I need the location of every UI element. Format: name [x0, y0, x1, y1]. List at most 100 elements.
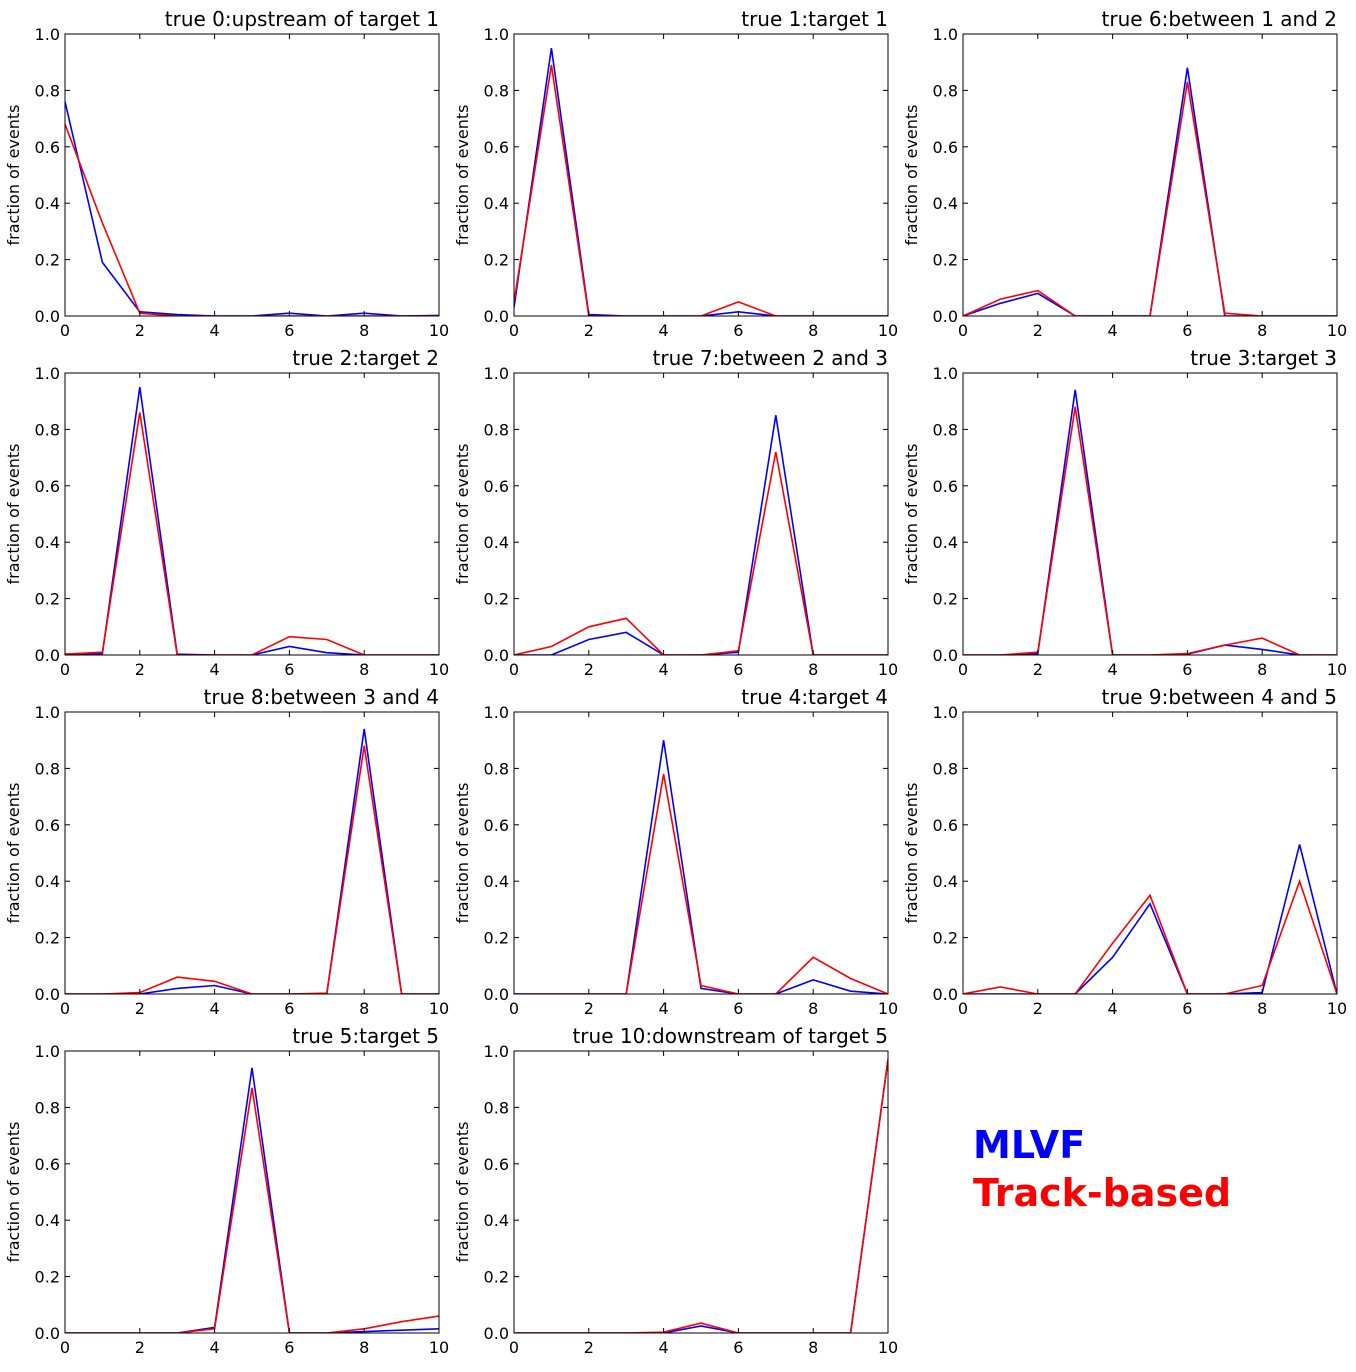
series-line-blue: [65, 101, 439, 316]
series-line-blue: [963, 67, 1337, 316]
subplot-6: 0 2 4 6 8 10 0.0 0.2 0.4 0.6 0.8 1.0 true 8:between …: [4, 685, 449, 1018]
y-tick-label: 0.6: [484, 816, 509, 835]
y-axis-label: fraction of events: [4, 105, 23, 246]
y-tick-label: 1.0: [484, 25, 509, 44]
y-axis-label: fraction of events: [4, 444, 23, 585]
y-tick-label: 0.8: [484, 1098, 509, 1117]
axes-frame: [64, 1050, 440, 1334]
series-line-red: [963, 406, 1337, 655]
y-tick-label: 1.0: [484, 364, 509, 383]
x-tick-label: 10: [878, 999, 898, 1018]
x-tick-label: 0: [958, 321, 968, 340]
x-tick-label: 2: [135, 660, 145, 679]
legend-mlvf: MLVF: [973, 1123, 1086, 1167]
y-tick-label: 0.8: [484, 759, 509, 778]
x-tick-label: 4: [659, 1338, 669, 1357]
x-tick-label: 8: [808, 999, 818, 1018]
x-tick-label: 10: [1327, 999, 1347, 1018]
x-tick-label: 8: [359, 999, 369, 1018]
series-line-blue: [65, 386, 439, 655]
y-tick-label: 0.8: [35, 81, 60, 100]
x-tick-label: 8: [1257, 321, 1267, 340]
y-tick-label: 0.2: [35, 1268, 60, 1287]
y-tick-label: 0.0: [35, 985, 60, 1004]
y-tick-label: 0.2: [933, 929, 958, 948]
series-line-red: [514, 64, 888, 316]
y-tick-label: 0.2: [35, 929, 60, 948]
x-tick-label: 4: [659, 660, 669, 679]
x-tick-label: 2: [135, 1338, 145, 1357]
subplot-title: true 9:between 4 and 5: [1102, 685, 1338, 709]
y-tick-label: 0.0: [933, 646, 958, 665]
x-tick-label: 2: [135, 999, 145, 1018]
y-axis-label: fraction of events: [902, 444, 921, 585]
axes-frame: [962, 33, 1338, 317]
x-tick-label: 10: [878, 660, 898, 679]
y-tick-label: 0.0: [35, 307, 60, 326]
x-tick-label: 6: [1182, 321, 1192, 340]
y-tick-label: 0.2: [35, 590, 60, 609]
series-line-blue: [514, 1059, 888, 1333]
y-tick-label: 0.0: [933, 307, 958, 326]
x-tick-label: 6: [284, 321, 294, 340]
legend-track-based: Track-based: [973, 1171, 1232, 1215]
axes-frame: [64, 372, 440, 656]
x-tick-label: 2: [1033, 660, 1043, 679]
x-tick-label: 2: [584, 321, 594, 340]
y-axis-label: fraction of events: [453, 1122, 472, 1263]
y-tick-label: 0.4: [35, 194, 60, 213]
x-tick-label: 0: [60, 999, 70, 1018]
x-tick-label: 4: [210, 999, 220, 1018]
series-line-red: [514, 773, 888, 994]
axes-frame: [513, 33, 889, 317]
y-tick-label: 0.4: [484, 533, 509, 552]
y-tick-label: 0.6: [933, 477, 958, 496]
series-line-red: [65, 412, 439, 655]
y-tick-label: 0.4: [933, 872, 958, 891]
subplot-0: 0 2 4 6 8 10 0.0 0.2 0.4 0.6 0.8 1.0 true 0:upstream…: [4, 7, 449, 340]
y-tick-label: 1.0: [933, 364, 958, 383]
y-tick-label: 1.0: [933, 703, 958, 722]
series-line-blue: [514, 740, 888, 994]
x-tick-label: 8: [359, 660, 369, 679]
axes-frame: [513, 1050, 889, 1334]
y-tick-label: 1.0: [35, 703, 60, 722]
y-tick-label: 0.6: [35, 477, 60, 496]
subplot-title: true 0:upstream of target 1: [165, 7, 439, 31]
y-tick-label: 1.0: [484, 703, 509, 722]
y-tick-label: 0.2: [933, 590, 958, 609]
x-tick-label: 4: [210, 1338, 220, 1357]
y-tick-label: 0.0: [35, 1324, 60, 1343]
x-tick-label: 6: [1182, 660, 1192, 679]
x-tick-label: 8: [808, 321, 818, 340]
subplot-title: true 6:between 1 and 2: [1102, 7, 1338, 31]
y-tick-label: 0.4: [484, 1211, 509, 1230]
x-tick-label: 4: [659, 321, 669, 340]
axes-frame: [64, 33, 440, 317]
x-tick-label: 10: [429, 999, 449, 1018]
y-tick-label: 0.8: [35, 420, 60, 439]
y-tick-label: 0.6: [933, 138, 958, 157]
y-tick-label: 0.6: [484, 138, 509, 157]
y-axis-label: fraction of events: [4, 1122, 23, 1263]
y-tick-label: 0.6: [933, 816, 958, 835]
x-tick-label: 2: [584, 660, 594, 679]
subplot-title: true 1:target 1: [741, 7, 888, 31]
subplot-9: 0 2 4 6 8 10 0.0 0.2 0.4 0.6 0.8 1.0 true 5:target 5…: [4, 1024, 449, 1357]
x-tick-label: 4: [1108, 999, 1118, 1018]
y-tick-label: 0.8: [933, 81, 958, 100]
y-tick-label: 0.6: [484, 477, 509, 496]
y-tick-label: 0.8: [933, 420, 958, 439]
series-line-blue: [65, 728, 439, 994]
subplot-1: 0 2 4 6 8 10 0.0 0.2 0.4 0.6 0.8 1.0 true 1:target 1…: [453, 7, 898, 340]
subplot-8: 0 2 4 6 8 10 0.0 0.2 0.4 0.6 0.8 1.0 true 9:between …: [902, 685, 1347, 1018]
y-tick-label: 0.2: [484, 590, 509, 609]
y-tick-label: 0.2: [35, 251, 60, 270]
y-tick-label: 0.4: [484, 194, 509, 213]
x-tick-label: 10: [429, 321, 449, 340]
y-axis-label: fraction of events: [902, 105, 921, 246]
y-tick-label: 0.6: [35, 816, 60, 835]
y-tick-label: 0.0: [484, 646, 509, 665]
y-tick-label: 0.0: [484, 985, 509, 1004]
